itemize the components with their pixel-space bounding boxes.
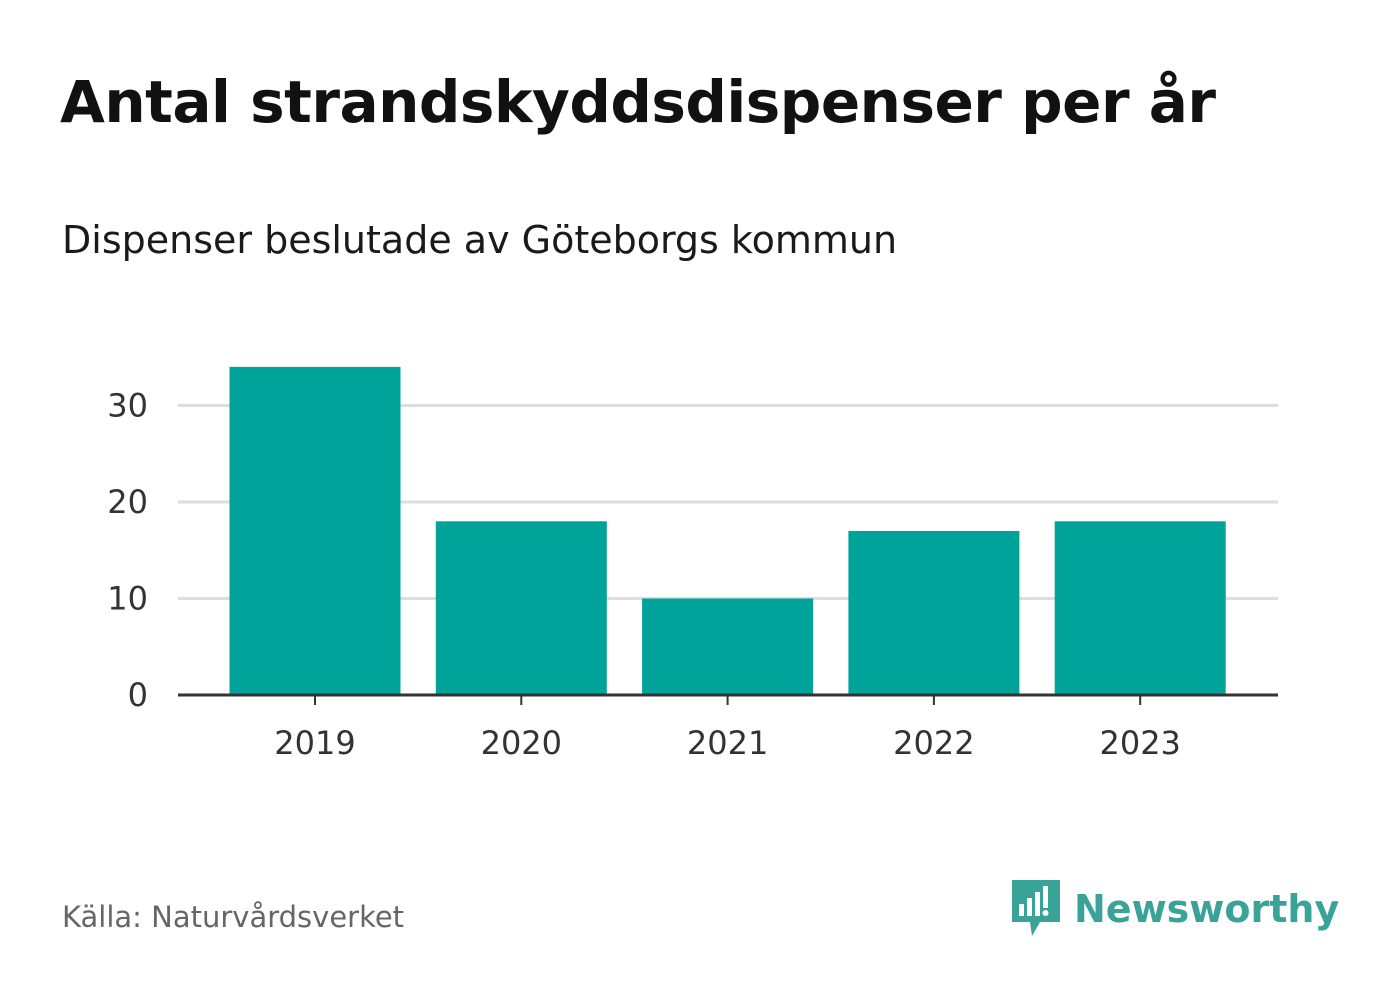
x-tick-label: 2021 xyxy=(687,724,768,762)
x-tick-label: 2023 xyxy=(1099,724,1180,762)
bar-2022 xyxy=(848,530,1020,695)
bar-2021 xyxy=(642,598,814,695)
y-tick-label: 0 xyxy=(128,676,148,714)
chart-subtitle: Dispenser beslutade av Göteborgs kommun xyxy=(62,218,898,262)
y-tick-label: 20 xyxy=(107,483,148,521)
brand-name: Newsworthy xyxy=(1074,887,1340,931)
brand-logo: Newsworthy xyxy=(1010,878,1339,940)
bar-2019 xyxy=(229,366,401,695)
x-tick-label: 2020 xyxy=(481,724,562,762)
bar-2023 xyxy=(1054,521,1226,695)
chart-title: Antal strandskyddsdispenser per år xyxy=(60,68,1216,136)
y-tick-label: 30 xyxy=(107,387,148,425)
x-tick-label: 2022 xyxy=(893,724,974,762)
x-tick-label: 2019 xyxy=(274,724,355,762)
source-label: Källa: Naturvårdsverket xyxy=(62,900,405,934)
y-tick-label: 10 xyxy=(107,580,148,618)
newsworthy-logo-icon xyxy=(1012,880,1060,936)
bar-2020 xyxy=(435,521,607,695)
